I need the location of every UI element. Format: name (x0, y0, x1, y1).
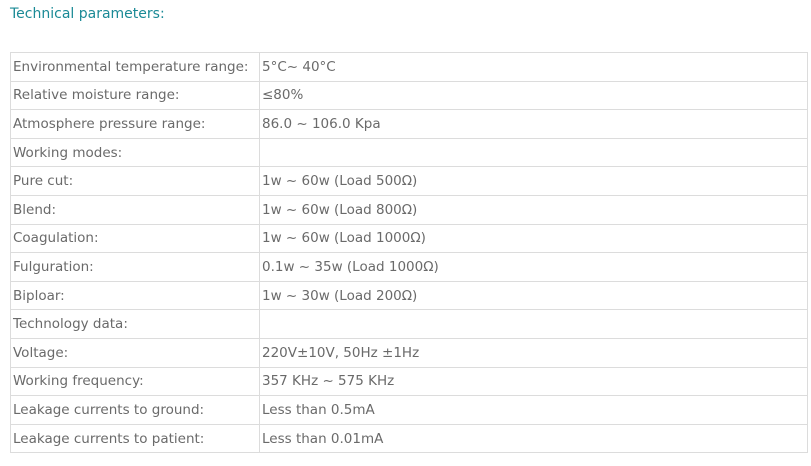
table-row: Technology data: (10, 309, 808, 339)
parameter-value (259, 137, 808, 168)
parameter-value: 86.0 ~ 106.0 Kpa (259, 109, 808, 139)
parameters-table: Environmental temperature range: 5°C~ 40°… (10, 52, 808, 454)
table-row: Fulguration: 0.1w ~ 35w (Load 1000Ω) (10, 252, 808, 282)
parameter-label: Atmosphere pressure range: (10, 109, 260, 139)
parameter-value: 357 KHz ~ 575 KHz (259, 366, 808, 397)
table-row: Coagulation: 1w ~ 60w (Load 1000Ω) (10, 223, 808, 254)
parameter-value: 0.1w ~ 35w (Load 1000Ω) (259, 252, 808, 282)
parameter-label: Coagulation: (10, 223, 260, 254)
table-row: Working frequency: 357 KHz ~ 575 KHz (10, 366, 808, 397)
table-row: Pure cut: 1w ~ 60w (Load 500Ω) (10, 166, 808, 196)
parameter-label: Relative moisture range: (10, 80, 260, 111)
parameter-value (259, 309, 808, 339)
table-row: Leakage currents to ground: Less than 0.5… (10, 395, 808, 425)
parameter-value: ≤80% (259, 80, 808, 111)
parameter-label: Fulguration: (10, 252, 260, 282)
table-row: Atmosphere pressure range: 86.0 ~ 106.0 K… (10, 109, 808, 139)
table-row: Blend: 1w ~ 60w (Load 800Ω) (10, 194, 808, 225)
parameter-value: 1w ~ 60w (Load 500Ω) (259, 166, 808, 196)
parameter-label: Environmental temperature range: (10, 52, 260, 82)
parameter-label: Leakage currents to patient: (10, 423, 260, 454)
parameter-value: Less than 0.5mA (259, 395, 808, 425)
table-row: Voltage: 220V±10V, 50Hz ±1Hz (10, 337, 808, 368)
parameter-value: 1w ~ 60w (Load 1000Ω) (259, 223, 808, 254)
parameter-label: Biploar: (10, 280, 260, 311)
parameter-value: Less than 0.01mA (259, 423, 808, 454)
table-row: Working modes: (10, 137, 808, 168)
parameter-label: Working frequency: (10, 366, 260, 397)
parameter-label: Blend: (10, 194, 260, 225)
table-row: Relative moisture range: ≤80% (10, 80, 808, 111)
parameter-value: 220V±10V, 50Hz ±1Hz (259, 337, 808, 368)
table-row: Leakage currents to patient: Less than 0.… (10, 423, 808, 454)
parameter-label: Technology data: (10, 309, 260, 339)
parameter-label: Pure cut: (10, 166, 260, 196)
parameter-label: Voltage: (10, 337, 260, 368)
table-row: Environmental temperature range: 5°C~ 40°… (10, 52, 808, 82)
parameter-value: 1w ~ 60w (Load 800Ω) (259, 194, 808, 225)
section-title: Technical parameters: (10, 6, 165, 22)
parameter-label: Leakage currents to ground: (10, 395, 260, 425)
parameter-label: Working modes: (10, 137, 260, 168)
parameter-value: 5°C~ 40°C (259, 52, 808, 82)
parameter-value: 1w ~ 30w (Load 200Ω) (259, 280, 808, 311)
table-row: Biploar: 1w ~ 30w (Load 200Ω) (10, 280, 808, 311)
